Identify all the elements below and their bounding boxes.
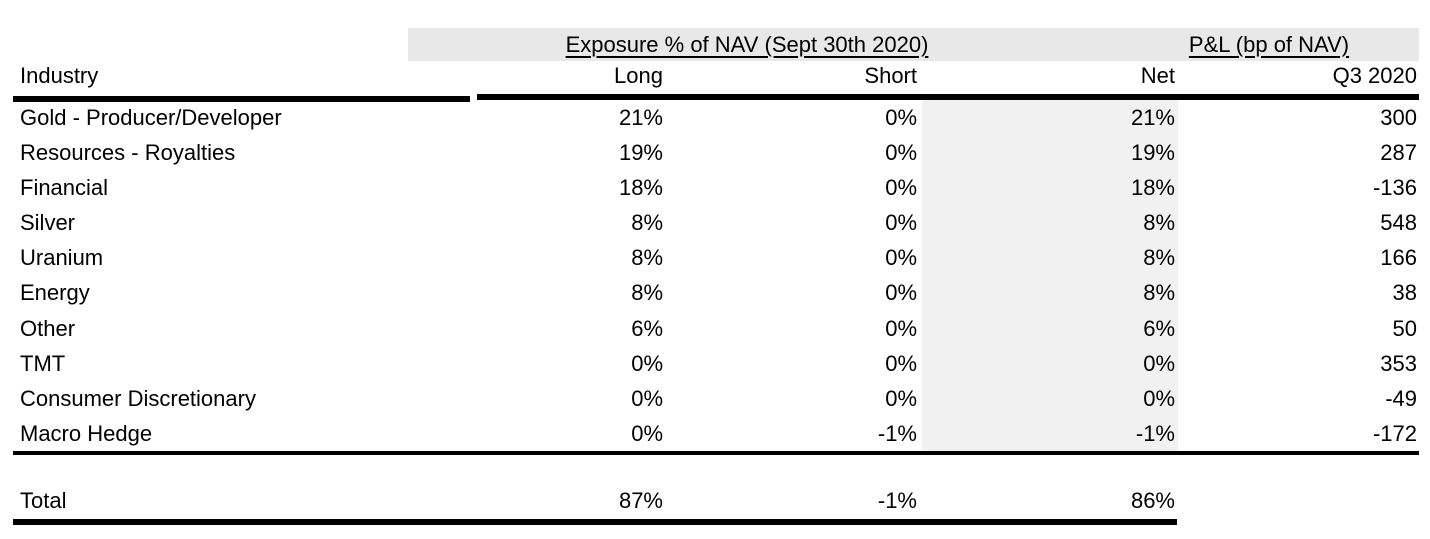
table-row: Energy 8% 0% 8% 38 [0, 275, 1417, 310]
cell-short: 0% [885, 350, 917, 376]
cell-short: 0% [885, 245, 917, 271]
cell-long: 6% [631, 315, 663, 341]
table-row: Uranium 8% 0% 8% 166 [0, 240, 1417, 275]
column-header-industry: Industry [20, 63, 99, 88]
cell-q3: -172 [1372, 420, 1417, 446]
group-header-exposure: Exposure % of NAV (Sept 30th 2020) [408, 29, 1086, 61]
column-header-short: Short [864, 63, 917, 88]
cell-long: 21% [618, 105, 663, 130]
cell-industry: Consumer Discretionary [20, 385, 256, 411]
header-rule-right-segment [477, 94, 1419, 100]
cell-q3: 38 [1392, 280, 1417, 306]
cell-short: -1% [877, 420, 917, 446]
cell-short: 0% [885, 385, 917, 411]
cell-industry: Silver [20, 210, 76, 236]
cell-industry: Energy [20, 280, 90, 306]
column-header-net: Net [1140, 63, 1175, 88]
cell-short: 0% [885, 280, 917, 306]
cell-industry: Financial [20, 175, 109, 201]
total-bottom-rule [13, 519, 1177, 525]
net-column-highlight [922, 100, 1178, 451]
cell-net: 8% [1143, 245, 1175, 271]
cell-industry: TMT [20, 350, 66, 376]
group-header-pl: P&L (bp of NAV) [1119, 29, 1419, 61]
cell-net: 0% [1143, 385, 1175, 411]
column-header-q3: Q3 2020 [1332, 63, 1417, 88]
total-row: Total 87% -1% 86% [0, 483, 1417, 519]
cell-q3: 300 [1380, 105, 1417, 130]
cell-q3: 548 [1380, 210, 1417, 236]
table-row: Other 6% 0% 6% 50 [0, 311, 1417, 346]
cell-long: 8% [631, 280, 663, 306]
cell-short: 0% [885, 140, 917, 166]
cell-industry: Gold - Producer/Developer [20, 105, 282, 130]
cell-short: 0% [885, 175, 917, 201]
cell-long: 8% [631, 245, 663, 271]
cell-net: 6% [1143, 315, 1175, 341]
total-short: -1% [877, 488, 917, 513]
cell-q3: 353 [1380, 350, 1417, 376]
column-header-long: Long [614, 63, 663, 88]
cell-q3: 50 [1392, 315, 1417, 341]
group-header-exposure-label: Exposure % of NAV (Sept 30th 2020) [565, 32, 929, 57]
cell-short: 0% [885, 315, 917, 341]
cell-long: 0% [631, 385, 663, 411]
table-row: Macro Hedge 0% -1% -1% -172 [0, 416, 1417, 451]
cell-net: 21% [1130, 105, 1175, 130]
cell-industry: Uranium [20, 245, 104, 271]
cell-net: -1% [1135, 420, 1175, 446]
cell-long: 0% [631, 350, 663, 376]
total-q3 [1175, 483, 1417, 519]
table-row: TMT 0% 0% 0% 353 [0, 346, 1417, 381]
cell-long: 18% [618, 175, 663, 201]
data-bottom-rule [13, 451, 1419, 455]
table-body: Gold - Producer/Developer 21% 0% 21% 300… [0, 100, 1417, 451]
table-row: Silver 8% 0% 8% 548 [0, 205, 1417, 240]
total-label: Total [20, 488, 67, 513]
cell-industry: Resources - Royalties [20, 140, 236, 166]
total-long: 87% [618, 488, 663, 513]
cell-q3: 287 [1380, 140, 1417, 166]
cell-q3: -136 [1372, 175, 1417, 201]
cell-net: 8% [1143, 280, 1175, 306]
header-rule-left-segment [13, 96, 470, 102]
table-row: Gold - Producer/Developer 21% 0% 21% 300 [0, 100, 1417, 135]
group-header-pl-label: P&L (bp of NAV) [1188, 32, 1350, 57]
cell-q3: 166 [1380, 245, 1417, 271]
table-row: Resources - Royalties 19% 0% 19% 287 [0, 135, 1417, 170]
column-header-row: Industry Long Short Net Q3 2020 [0, 58, 1417, 94]
total-net: 86% [1130, 488, 1175, 513]
cell-industry: Macro Hedge [20, 420, 153, 446]
cell-net: 18% [1130, 175, 1175, 201]
group-header-band [408, 28, 1419, 61]
cell-long: 0% [631, 420, 663, 446]
cell-short: 0% [885, 210, 917, 236]
cell-long: 19% [618, 140, 663, 166]
cell-net: 0% [1143, 350, 1175, 376]
cell-long: 8% [631, 210, 663, 236]
cell-short: 0% [885, 105, 917, 130]
cell-industry: Other [20, 315, 76, 341]
cell-q3: -49 [1385, 385, 1417, 411]
table-row: Consumer Discretionary 0% 0% 0% -49 [0, 381, 1417, 416]
cell-net: 8% [1143, 210, 1175, 236]
cell-net: 19% [1130, 140, 1175, 166]
table-row: Financial 18% 0% 18% -136 [0, 170, 1417, 205]
